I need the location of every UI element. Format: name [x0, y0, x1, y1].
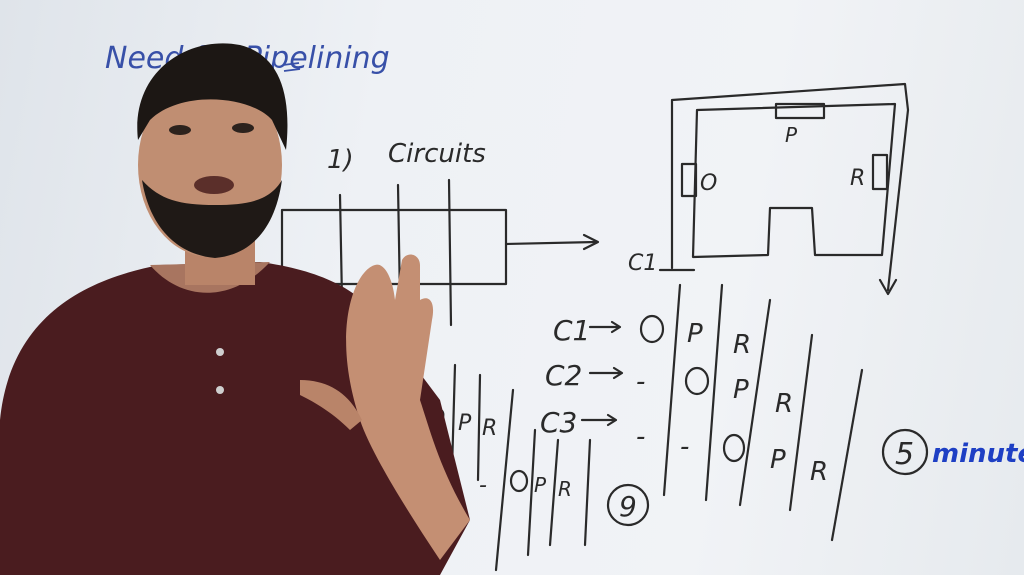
- heading-number: 1): [327, 145, 354, 175]
- row3-cell-p: P: [770, 445, 786, 475]
- circle-5: [881, 428, 929, 476]
- left2-cell-p: P: [534, 473, 547, 497]
- row3-cell-r: R: [810, 457, 828, 487]
- left-cell-p: P: [458, 411, 472, 436]
- circled-5-text: 5: [895, 437, 914, 472]
- row1-cell-p: P: [687, 319, 703, 349]
- left2-cell-dash: -: [479, 473, 487, 498]
- row2-cell-p: P: [733, 375, 749, 405]
- c1-label: C1: [628, 251, 657, 276]
- row-label-c1: C1: [553, 314, 590, 347]
- box-label-r: R: [850, 166, 865, 191]
- minutes-label: minutes: [932, 439, 1024, 469]
- box-label-p: P: [785, 123, 798, 147]
- row3-cell-dash1: -: [636, 422, 645, 452]
- row2-cell-r: R: [775, 389, 793, 419]
- circled-9-text: 9: [619, 490, 637, 523]
- register-block: [280, 208, 508, 286]
- row3-cell-dash2: -: [680, 432, 689, 462]
- left-cell-r: R: [482, 416, 497, 441]
- arrow-line: [504, 240, 598, 246]
- row1-cell-r: R: [733, 330, 751, 360]
- row2-cell-dash: -: [636, 367, 645, 397]
- heading-circuits: Circuits: [388, 139, 486, 169]
- instructor: [0, 43, 470, 575]
- row-label-c2: C2: [545, 359, 582, 392]
- opr-circuit-box: [691, 102, 897, 259]
- left2-cell-r: R: [558, 477, 572, 501]
- row-label-c3: C3: [540, 406, 577, 439]
- box-label-o: O: [700, 171, 717, 196]
- circle-9: [606, 483, 650, 527]
